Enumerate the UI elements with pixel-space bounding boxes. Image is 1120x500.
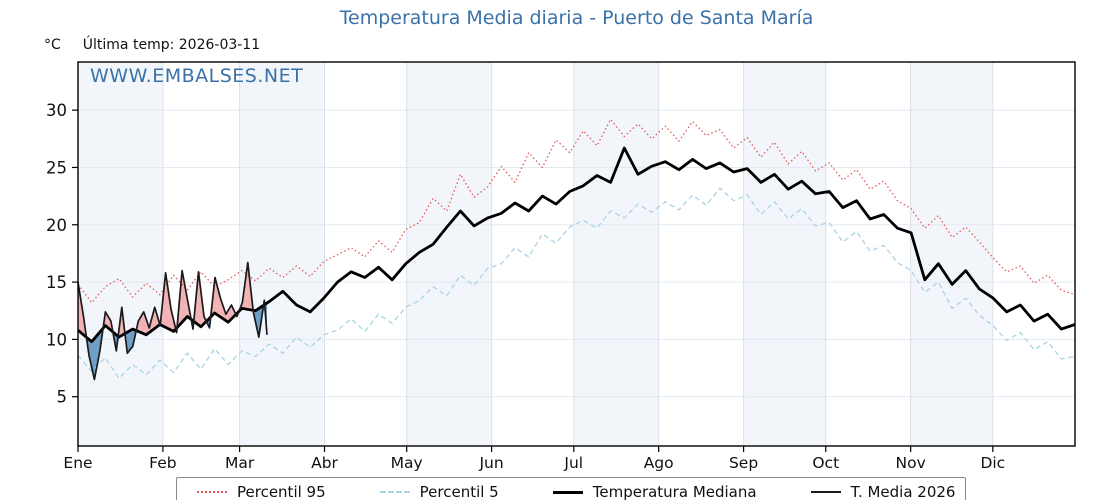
legend-item-t-media-2026: T. Media 2026 <box>810 483 956 500</box>
last-temp-label: Última temp: 2026-03-11 <box>82 37 261 53</box>
y-tick-label: 30 <box>46 101 67 120</box>
percentil5-line <box>77 187 1076 380</box>
mediana-line-sample <box>552 490 583 494</box>
percentil95-line-sample <box>197 491 227 493</box>
legend-item-percentil5: Percentil 5 <box>379 483 499 500</box>
legend-label-t-media-2026: T. Media 2026 <box>850 483 956 500</box>
month-band <box>910 62 993 446</box>
x-tick-label: Mar <box>225 454 255 472</box>
plot-border <box>77 61 1076 447</box>
mediana-line <box>77 146 1076 344</box>
x-tick-label: Jun <box>478 454 503 472</box>
y-tick-label: 10 <box>46 330 67 349</box>
month-band <box>743 62 826 446</box>
t-media-2026-line-sample <box>810 491 841 493</box>
t-media-2026-line <box>77 261 268 381</box>
y-tick-label: 5 <box>57 388 68 407</box>
x-tick-label: Ene <box>63 454 92 472</box>
x-tick-label: Oct <box>812 454 839 472</box>
y-tick-label: 25 <box>46 158 67 177</box>
x-tick-label: Feb <box>149 454 176 472</box>
fill-above-median <box>103 311 113 333</box>
x-tick-label: Sep <box>729 454 758 472</box>
fill-below-median <box>86 326 104 380</box>
y-tick-label: 20 <box>46 216 67 235</box>
legend-label-percentil95: Percentil 95 <box>237 483 326 500</box>
month-band <box>239 62 325 446</box>
y-units-label: °C <box>44 37 61 53</box>
chart-title: Temperatura Media diaria - Puerto de San… <box>339 7 814 29</box>
month-band <box>406 62 492 446</box>
legend-item-mediana: Temperatura Mediana <box>552 483 757 500</box>
chart-subtitle: °C Última temp: 2026-03-11 <box>44 37 260 53</box>
x-tick-label: May <box>391 454 423 472</box>
fill-above-median <box>238 262 254 312</box>
x-tick-label: Nov <box>896 454 926 472</box>
percentil5-line-sample <box>379 491 410 493</box>
y-tick-label: 15 <box>46 273 67 292</box>
legend-box: Percentil 95 Percentil 5 Temperatura Med… <box>176 477 966 500</box>
x-tick-label: Ago <box>644 454 674 472</box>
month-band <box>78 62 163 446</box>
legend-item-percentil95: Percentil 95 <box>197 483 326 500</box>
month-band <box>573 62 659 446</box>
x-tick-label: Abr <box>311 454 338 472</box>
x-tick-label: Dic <box>980 454 1005 472</box>
legend-label-percentil5: Percentil 5 <box>419 483 499 500</box>
x-tick-label: Jul <box>563 454 583 472</box>
legend-label-mediana: Temperatura Mediana <box>592 483 757 500</box>
fill-below-median <box>253 305 264 338</box>
fill-below-median <box>125 329 137 354</box>
fill-above-median <box>118 307 126 337</box>
watermark-text: WWW.EMBALSES.NET <box>90 65 304 87</box>
